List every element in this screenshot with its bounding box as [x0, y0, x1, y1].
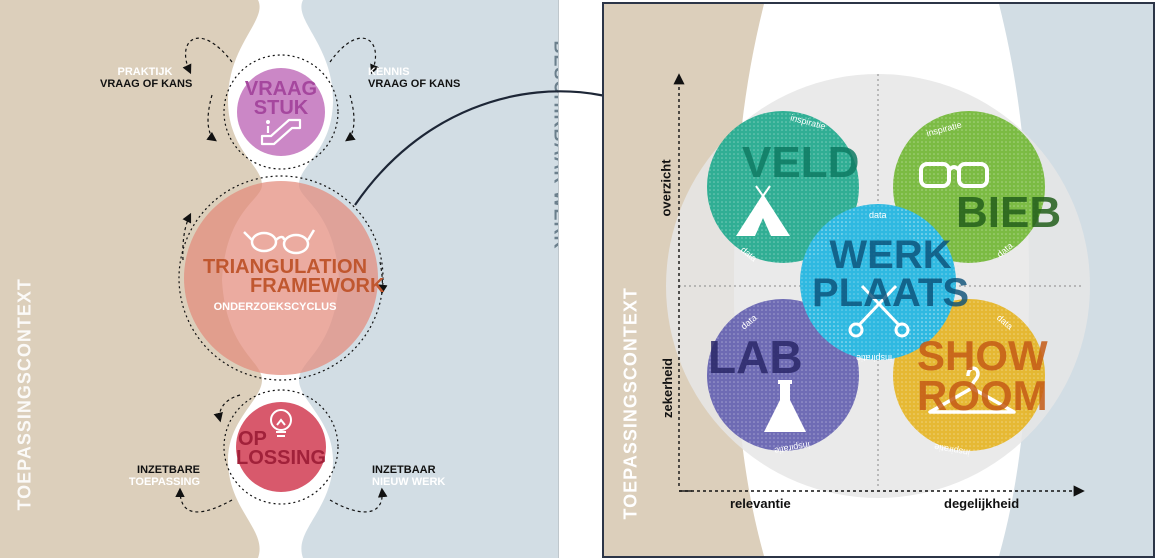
- inzetbaar-label: INZETBAAR NIEUW WERK: [372, 464, 462, 488]
- onderzoekscyclus-label: ONDERZOEKSCYCLUS: [213, 301, 337, 313]
- bieb-title: BIEB: [956, 188, 1062, 237]
- praktijk-label: PRAKTIJK VRAAG OF KANS: [100, 66, 193, 90]
- werkplaats-texture: [800, 204, 956, 360]
- hanger-icon: [928, 366, 1016, 414]
- werkplaats-bottom-label: inspiratie: [856, 353, 893, 363]
- werkplaats-model-panel: VELD BIEB WERK PLAATS LAB SHOW ROOM insp…: [602, 2, 1155, 558]
- showroom-line1: SHOW: [917, 332, 1048, 379]
- inzetbare-line2: TOEPASSING: [128, 476, 200, 488]
- werkplaats-model-graphic: [604, 4, 1153, 556]
- nieuw-werk-arrow: [329, 487, 388, 513]
- vraagstuk-arrow-left: [206, 94, 217, 142]
- vraagstuk-line1: VRAAG: [244, 78, 318, 100]
- werkplaats-title: WERK PLAATS: [812, 233, 970, 315]
- kennis-arrow: [329, 37, 380, 75]
- research-cycle-panel: TOEPASSINGSCONTEXT BESCHIKBAAR WERK PRAK…: [0, 0, 559, 558]
- oplossing-dotted-ring: [223, 389, 339, 505]
- y-axis-bottom-label: zekerheid: [659, 358, 675, 418]
- vraagstuk-circle: [237, 68, 325, 156]
- beschikbaar-side-label: BESCHIKBAAR WERK: [550, 40, 559, 250]
- triangulation-circle: [184, 181, 378, 375]
- oplossing-circle: [236, 402, 326, 492]
- lab-texture: [707, 299, 859, 451]
- kennis-label: KENNIS VRAAG OF KANS: [368, 66, 461, 90]
- flask-icon: [764, 380, 806, 432]
- x-axis-right-label: degelijkheid: [944, 496, 1020, 511]
- triangulation-line1: TRIANGULATION: [202, 256, 368, 278]
- werkplaats-line2: PLAATS: [812, 271, 970, 315]
- scissors-icon: [848, 284, 910, 338]
- y-axis-top-label: overzicht: [658, 159, 674, 217]
- escalator-icon: [260, 118, 302, 146]
- triangulation-dotted-ring: [178, 175, 384, 381]
- showroom-title: SHOW ROOM: [917, 332, 1048, 419]
- werkplaats-line1: WERK: [829, 233, 952, 277]
- inzetbaar-line2: NIEUW WERK: [372, 476, 446, 488]
- beschikbaar-side-label: BESCHIKBAAR WERK: [1154, 35, 1156, 255]
- oplossing-line1: OP: [238, 428, 267, 450]
- inzetbaar-line1: INZETBAAR: [372, 464, 436, 476]
- lightbulb-icon: [270, 409, 292, 437]
- glasses-icon: [919, 162, 989, 188]
- kennis-line2: VRAAG OF KANS: [368, 78, 461, 90]
- triangulation-arrow-left: [182, 212, 192, 261]
- tent-icon: [736, 185, 790, 236]
- triangulation-line2: FRAMEWORK: [250, 275, 385, 297]
- context-side-label: TOEPASSINGSCONTEXT: [620, 287, 641, 520]
- toepassing-arrow: [175, 487, 233, 513]
- vraagstuk-dotted-ring: [223, 54, 339, 170]
- praktijk-line2: VRAAG OF KANS: [100, 78, 193, 90]
- inzetbare-line1: INZETBARE: [137, 464, 200, 476]
- vraagstuk-title: VRAAG STUK: [230, 78, 332, 119]
- glasses-icon: [243, 229, 316, 255]
- triangulation-arrow-right: [377, 261, 388, 295]
- triangulation-title: TRIANGULATION FRAMEWORK ONDERZOEKSCYCLUS: [190, 256, 385, 313]
- lab-title: LAB: [708, 331, 803, 383]
- x-axis-left-label: relevantie: [730, 496, 791, 511]
- vraagstuk-line2: STUK: [253, 97, 309, 119]
- showroom-line2: ROOM: [917, 371, 1048, 419]
- praktijk-arrow: [182, 37, 233, 75]
- context-side-label: TOEPASSINGSCONTEXT: [14, 278, 35, 511]
- praktijk-line1: PRAKTIJK: [117, 66, 173, 78]
- veld-title: VELD: [742, 138, 860, 187]
- inzetbare-label: INZETBARE TOEPASSING: [120, 464, 200, 488]
- vraagstuk-arrow-right: [345, 94, 356, 142]
- oplossing-line2: LOSSING: [235, 447, 326, 469]
- oplossing-title: OP LOSSING: [232, 428, 330, 469]
- werkplaats-top-label: data: [869, 210, 887, 220]
- kennis-line1: KENNIS: [368, 66, 410, 78]
